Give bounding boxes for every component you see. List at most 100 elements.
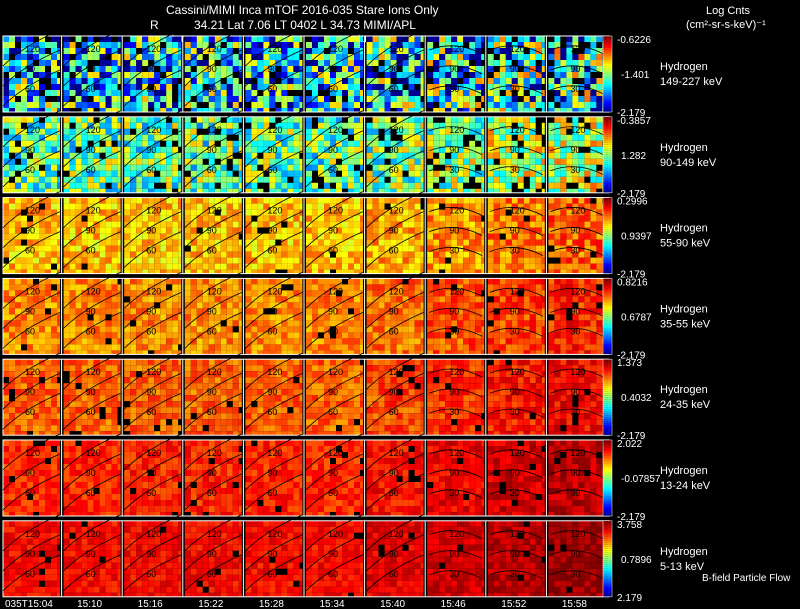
- time-tick-label: 15:22: [198, 599, 223, 609]
- contour-label: 120: [86, 125, 101, 135]
- contour-label: 30: [449, 326, 459, 336]
- contour-label: 90: [328, 306, 338, 316]
- header-r-label: R: [150, 18, 159, 32]
- pitch-angle-contours-4: 120 90 60 120 90 60 120 90 60 120 90 60 120 90 60 120 90…: [2, 272, 604, 349]
- contour-label: 90: [86, 387, 96, 397]
- contour-label: 60: [86, 165, 96, 175]
- contour-label: 60: [328, 569, 338, 579]
- contour-label: 120: [86, 286, 101, 296]
- contour-label: 120: [267, 125, 282, 135]
- colorbar-max: 1.373: [617, 358, 642, 369]
- contour-label: 120: [449, 44, 464, 54]
- contour-label: 60: [207, 246, 217, 256]
- pitch-angle-contours-1: 120 90 60 120 90 60 120 90 60 120 90 60 120 90 60 120 90…: [2, 29, 604, 107]
- panel-frame-1: [2, 35, 610, 113]
- contour-label: 60: [207, 84, 217, 94]
- colorbar-max: 3.758: [617, 520, 642, 531]
- colorbar-mid: 0.7896: [621, 555, 652, 566]
- contour-label: 60: [86, 326, 96, 336]
- channel-labels: Hydrogen 149-227 keV Hydrogen 90-149 keV Hyd…: [660, 61, 723, 573]
- header-position: 34.21 Lat 7.06 LT 0402 L 34.73 MIMI/APL: [194, 18, 416, 32]
- contour-label: 90: [570, 145, 580, 155]
- contour-label: 120: [570, 367, 585, 377]
- pitch-angle-contours-6: 120 90 60 120 90 60 120 90 60 120 90 60 120 90 60 120 90…: [2, 433, 604, 511]
- contour-label: 120: [267, 44, 282, 54]
- contour-label: 60: [267, 488, 277, 498]
- contour-label: 90: [328, 145, 338, 155]
- contour-label: 120: [328, 44, 343, 54]
- contour-label: 30: [570, 246, 580, 256]
- contour-label: 60: [328, 488, 338, 498]
- contour-label: 120: [267, 367, 282, 377]
- contour-label: 120: [146, 125, 161, 135]
- contour-label: 60: [389, 84, 399, 94]
- contour-label: 60: [389, 407, 399, 417]
- contour-label: 60: [389, 326, 399, 336]
- contour-label: 90: [389, 468, 399, 478]
- contour-label: 90: [510, 145, 520, 155]
- contour-label: 60: [25, 569, 35, 579]
- contour-label: 90: [25, 306, 35, 316]
- contour-label: 60: [207, 407, 217, 417]
- contour-label: 90: [389, 549, 399, 559]
- contour-label: 60: [267, 165, 277, 175]
- contour-label: 90: [146, 145, 156, 155]
- colorbar-min: -2.179: [617, 108, 646, 119]
- contour-label: 30: [510, 165, 520, 175]
- channel-energy: 90-149 keV: [660, 157, 717, 169]
- contour-label: 90: [207, 549, 217, 559]
- contour-label: 30: [570, 569, 580, 579]
- contour-label: 60: [207, 165, 217, 175]
- colorbar-min: -2.179: [617, 270, 646, 281]
- contour-label: 120: [449, 367, 464, 377]
- contour-label: 30: [449, 488, 459, 498]
- contour-label: 90: [207, 468, 217, 478]
- contour-label: 60: [146, 488, 156, 498]
- contour-label: 120: [25, 44, 40, 54]
- contour-label: 90: [86, 226, 96, 236]
- contour-label: 60: [146, 326, 156, 336]
- colorbar-4: 0.8216 0.6787 -2.179: [602, 277, 652, 361]
- colorbars: -0.6226-1.401-2.179-0.38571.282-2.1790.2…: [602, 35, 661, 604]
- contour-label: 60: [328, 407, 338, 417]
- contour-label: 120: [207, 529, 222, 539]
- contour-label: 120: [86, 529, 101, 539]
- contour-label: 60: [25, 246, 35, 256]
- b-field-flow-label: B-field Particle Flow: [702, 573, 791, 584]
- contour-label: 90: [146, 549, 156, 559]
- contour-label: 90: [570, 387, 580, 397]
- contour-label: 90: [267, 306, 277, 316]
- contour-label: 90: [328, 387, 338, 397]
- contour-label: 90: [267, 549, 277, 559]
- contour-label: 90: [25, 64, 35, 74]
- contour-label: 60: [86, 488, 96, 498]
- contour-label: 60: [207, 569, 217, 579]
- colorbar-7: 3.758 0.7896 2.179: [602, 520, 652, 604]
- contour-label: 90: [146, 468, 156, 478]
- colorbar-mid: -1.401: [621, 70, 650, 81]
- colorbar-6: 2.022 -0.07857 -2.179: [602, 439, 661, 523]
- colorbar-mid: 0.9397: [621, 232, 652, 243]
- colorbar-3: 0.2996 0.9397 -2.179: [602, 197, 652, 281]
- pitch-angle-contours-3: 120 90 60 120 90 60 120 90 60 120 90 60 120 90 60 120 90…: [2, 191, 604, 268]
- time-tick-label: 15:28: [259, 599, 284, 609]
- contour-label: 60: [267, 246, 277, 256]
- contour-label: 120: [449, 448, 464, 458]
- contour-label: 90: [570, 64, 580, 74]
- contour-label: 90: [328, 549, 338, 559]
- panel-frame-5: [2, 358, 610, 436]
- contour-label: 120: [86, 448, 101, 458]
- contour-label: 120: [510, 44, 525, 54]
- contour-label: 90: [449, 549, 459, 559]
- contour-label: 120: [25, 125, 40, 135]
- contour-label: 90: [207, 64, 217, 74]
- colorbar-min: -2.179: [617, 512, 646, 523]
- contour-label: 30: [449, 84, 459, 94]
- contour-label: 120: [570, 125, 585, 135]
- contour-label: 30: [449, 165, 459, 175]
- contour-label: 30: [449, 246, 459, 256]
- pitch-angle-contours-7: 120 90 60 120 90 60 120 90 60 120 90 60 120 90 60 120 90…: [2, 514, 604, 592]
- contour-label: 120: [389, 529, 404, 539]
- contour-label: 90: [86, 145, 96, 155]
- contour-label: 60: [389, 165, 399, 175]
